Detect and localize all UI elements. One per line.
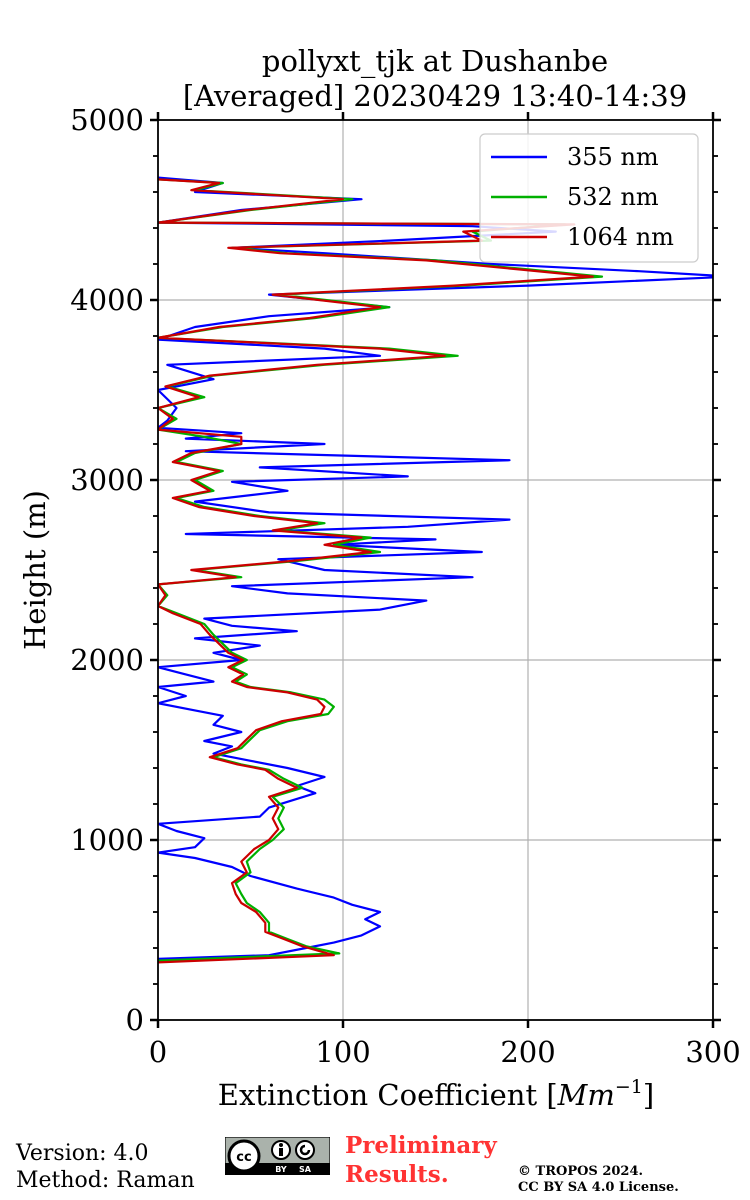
extinction-profile-chart: pollyxt_tjk at Dushanbe [Averaged] 20230… xyxy=(18,44,741,1112)
method-label: Method: Raman xyxy=(16,1168,195,1193)
copyright-notice: © TROPOS 2024. CC BY SA 4.0 License. xyxy=(518,1164,679,1196)
chart-title-line-1: pollyxt_tjk at Dushanbe xyxy=(262,44,608,79)
sa-share-alike-icon xyxy=(295,1140,315,1160)
y-tick-label: 1000 xyxy=(70,823,144,857)
x-tick-label: 100 xyxy=(315,1035,370,1069)
series-line-355-nm xyxy=(158,176,713,960)
legend: 355 nm 532 nm 1064 nm xyxy=(479,133,699,263)
by-person-body xyxy=(279,1148,283,1156)
by-label: BY xyxy=(275,1165,287,1174)
legend-label-532-nm: 532 nm xyxy=(567,183,659,211)
preliminary-line-2: Results. xyxy=(345,1161,449,1188)
legend-box xyxy=(479,133,699,263)
legend-label-1064-nm: 1064 nm xyxy=(567,223,674,251)
copyright-line-1: © TROPOS 2024. xyxy=(518,1164,644,1179)
sa-label: SA xyxy=(299,1165,312,1174)
version-label: Version: 4.0 xyxy=(16,1141,149,1166)
y-tick-label: 0 xyxy=(126,1003,144,1037)
copyright-line-2: CC BY SA 4.0 License. xyxy=(518,1180,679,1195)
x-tick-label: 0 xyxy=(149,1035,167,1069)
preliminary-line-1: Preliminary xyxy=(345,1132,497,1159)
cc-icon-text: cc xyxy=(236,1150,251,1165)
y-tick-label: 4000 xyxy=(70,283,144,317)
plot-frame xyxy=(157,119,714,1021)
series-line-1064-nm xyxy=(158,178,594,964)
cc-icon xyxy=(227,1139,261,1173)
chart-title-line-2: [Averaged] 20230429 13:40-14:39 xyxy=(183,79,687,113)
sa-arrow xyxy=(299,1144,311,1156)
y-tick-label: 3000 xyxy=(70,463,144,497)
x-tick-label: 300 xyxy=(685,1035,740,1069)
legend-label-355-nm: 355 nm xyxy=(567,143,659,171)
y-tick-label: 2000 xyxy=(70,643,144,677)
preliminary-results-note: Preliminary Results. xyxy=(345,1131,497,1189)
x-axis-label: Extinction Coefficient [Mm−1] xyxy=(218,1076,654,1112)
version-info: Version: 4.0 Method: Raman xyxy=(16,1140,195,1194)
by-person-head xyxy=(279,1143,283,1147)
axis-ticks xyxy=(150,112,721,1028)
cc-by-sa-license-badge: cc BY SA xyxy=(225,1137,330,1175)
x-tick-label: 200 xyxy=(500,1035,555,1069)
series-line-532-nm xyxy=(158,178,604,962)
y-tick-label: 5000 xyxy=(70,103,144,137)
data-series xyxy=(158,176,713,964)
y-axis-label: Height (m) xyxy=(18,490,52,650)
